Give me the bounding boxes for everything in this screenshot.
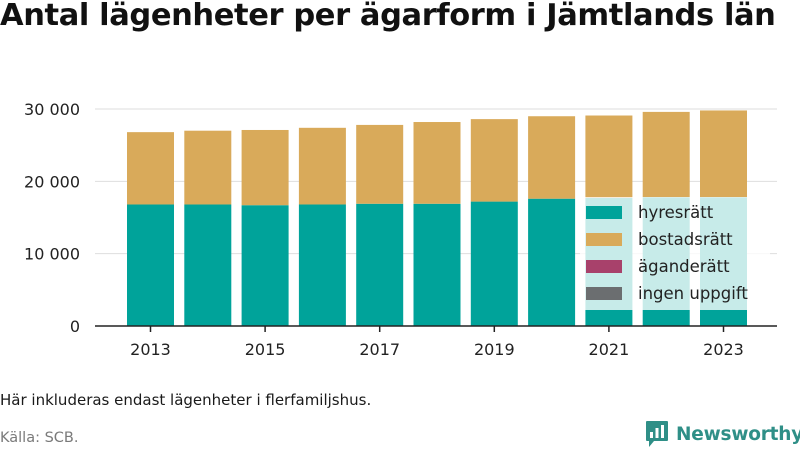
x-tick-label: 2019 — [474, 340, 515, 359]
bar-segment — [413, 122, 461, 204]
bar-segment — [413, 203, 461, 326]
x-tick-label: 2017 — [359, 340, 400, 359]
stacked-bar-chart: 0 10 000 20 000 30 000 2013 2015 2017 2019 2021 2… — [24, 100, 777, 359]
bar-segment — [127, 132, 174, 205]
bar-segment — [700, 110, 747, 198]
legend-label: äganderätt — [638, 257, 730, 276]
legend-label: bostadsrätt — [638, 230, 733, 249]
legend-swatch — [586, 233, 622, 246]
legend-swatch — [586, 287, 622, 300]
bar-segment — [241, 129, 289, 206]
brand: Newsworthy — [645, 420, 800, 448]
x-tick-label: 2013 — [130, 340, 171, 359]
bar-segment — [127, 204, 174, 326]
footnote: Här inkluderas endast lägenheter i flerf… — [0, 391, 372, 409]
legend-label: ingen uppgift — [638, 284, 748, 303]
bar-chart-speech-bubble-icon — [646, 421, 668, 447]
bar-segment — [470, 201, 518, 326]
x-tick-label: 2023 — [703, 340, 744, 359]
legend-swatch — [586, 260, 622, 273]
brand-name: Newsworthy — [676, 423, 800, 445]
bar-segment — [241, 205, 289, 326]
bar-segment — [298, 204, 346, 326]
y-tick-label: 10 000 — [24, 245, 80, 264]
bar-segment — [528, 198, 576, 326]
bar-segment — [528, 116, 576, 199]
axes: 0 10 000 20 000 30 000 2013 2015 2017 2019 2021 2… — [24, 100, 777, 359]
source-label: Källa: SCB. — [0, 430, 79, 446]
legend-label: hyresrätt — [638, 203, 714, 222]
x-tick-label: 2021 — [589, 340, 630, 359]
bar-segment — [642, 111, 690, 198]
y-tick-label: 30 000 — [24, 100, 80, 119]
bar-segment — [470, 119, 518, 202]
bar-segment — [184, 130, 232, 205]
bar-segment — [356, 124, 404, 204]
bar-segment — [184, 204, 232, 326]
y-tick-label: 20 000 — [24, 172, 80, 191]
bar-segment — [356, 203, 404, 326]
bar-segment — [298, 127, 346, 205]
chart-title: Antal lägenheter per ägarform i Jämtland… — [0, 0, 776, 33]
x-tick-label: 2015 — [245, 340, 286, 359]
bar-segment — [585, 115, 633, 198]
legend-swatch — [586, 206, 622, 219]
legend: hyresrätt bostadsrätt äganderätt ingen uppg… — [580, 197, 770, 310]
y-tick-label: 0 — [70, 317, 80, 336]
